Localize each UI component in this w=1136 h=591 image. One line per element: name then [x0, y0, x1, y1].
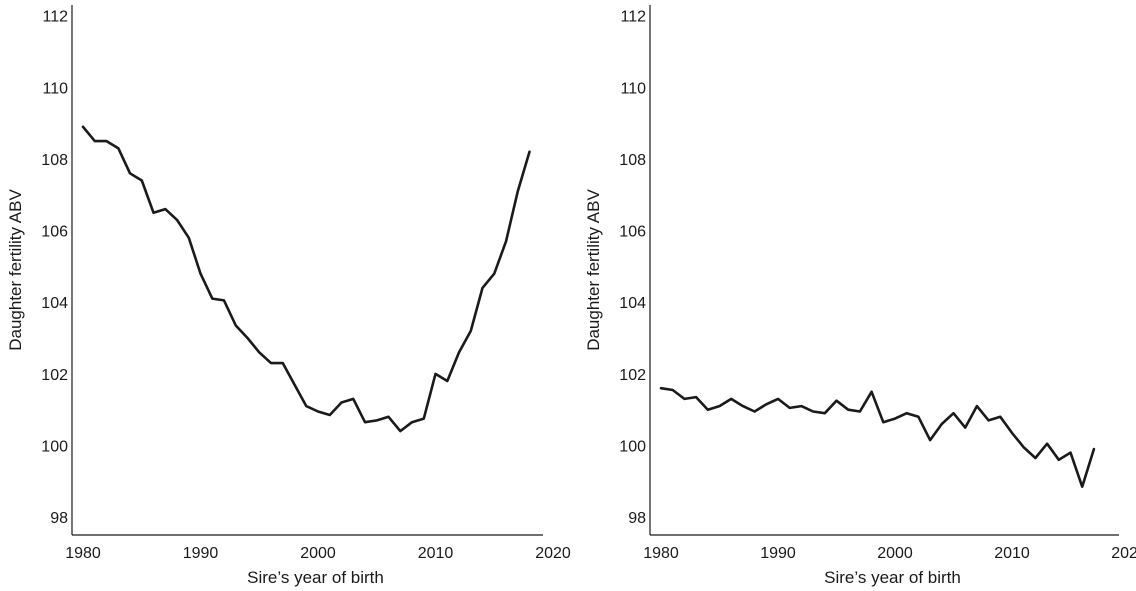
x-tick-label: 2020 — [535, 545, 571, 562]
y-tick-label: 102 — [41, 367, 68, 384]
y-tick-label: 100 — [41, 438, 68, 455]
x-tick-label: 2010 — [994, 545, 1030, 562]
y-tick-label: 108 — [619, 152, 646, 169]
x-tick-label: 2010 — [418, 545, 454, 562]
x-tick-label: 1990 — [183, 545, 219, 562]
x-tick-label: 1990 — [760, 545, 796, 562]
chart-panel-2: 98 100 102 104 106 108 110 112 1980 1990 2000 2010 2… — [584, 5, 1136, 587]
y-tick-label: 108 — [41, 152, 68, 169]
y-tick-label: 106 — [41, 224, 68, 241]
x-axis-title: Sire’s year of birth — [247, 568, 384, 587]
x-tick-label: 1980 — [65, 545, 101, 562]
y-tick-label: 112 — [42, 9, 68, 26]
y-tick-label: 104 — [41, 295, 68, 312]
y-tick-label: 98 — [50, 510, 68, 527]
y-tick-label: 106 — [619, 224, 646, 241]
series-line-1 — [81, 125, 531, 433]
series-line-1 — [659, 386, 1096, 489]
x-tick-label: 1980 — [643, 545, 679, 562]
y-tick-label: 110 — [42, 80, 68, 97]
y-tick-label: 110 — [620, 80, 646, 97]
x-tick-label: 2000 — [300, 545, 336, 562]
y-tick-label: 102 — [619, 367, 646, 384]
y-tick-label: 100 — [619, 438, 646, 455]
y-tick-label: 104 — [619, 295, 646, 312]
x-axis-title: Sire’s year of birth — [824, 568, 961, 587]
y-axis-title: Daughter fertility ABV — [6, 189, 25, 351]
x-tick-label: 2000 — [877, 545, 913, 562]
y-tick-label: 98 — [628, 510, 646, 527]
x-tick-label: 2020 — [1111, 545, 1136, 562]
y-axis-title: Daughter fertility ABV — [584, 189, 603, 351]
y-tick-label: 112 — [620, 9, 646, 26]
chart-panel-1: 98 100 102 104 106 108 110 112 1980 1990 2000 2010 2… — [6, 5, 571, 587]
